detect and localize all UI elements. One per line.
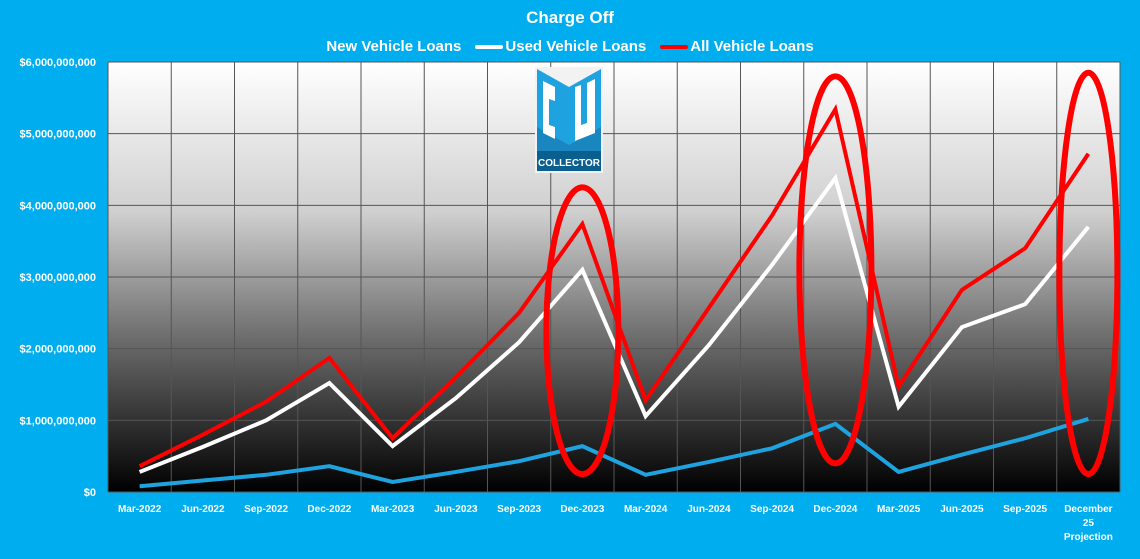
x-tick-label: Sep-2023 <box>497 504 541 515</box>
x-tick-label: Sep-2022 <box>244 504 288 515</box>
logo-text: COLLECTOR <box>538 158 601 169</box>
x-tick-label: Mar-2024 <box>624 504 668 515</box>
legend-swatch-all <box>660 44 689 49</box>
series-line-all <box>138 103 1091 468</box>
y-tick-label: $3,000,000,000 <box>20 272 96 284</box>
y-tick-label: $5,000,000,000 <box>20 129 96 141</box>
legend-label-new: New Vehicle Loans <box>326 38 462 55</box>
chart-title: Charge Off <box>526 8 614 27</box>
y-tick-label: $1,000,000,000 <box>20 415 96 427</box>
legend: New Vehicle Loans Used Vehicle Loans All… <box>0 38 1140 55</box>
y-tick-label: $4,000,000,000 <box>20 200 96 212</box>
x-tick-label: Jun-2024 <box>687 504 731 515</box>
legend-item-new: New Vehicle Loans <box>326 38 461 55</box>
x-tick-label: Dec-2024 <box>813 504 857 515</box>
cu-collector-logo: COLLECTOR <box>535 67 603 173</box>
legend-label-all: All Vehicle Loans <box>690 38 814 55</box>
series-line-new <box>139 416 1089 489</box>
x-tick-label: Jun-2025 <box>940 504 984 515</box>
legend-item-all: All Vehicle Loans <box>660 38 814 55</box>
x-tick-label: December 25 Projection <box>1064 504 1113 543</box>
x-tick-label: Jun-2023 <box>434 504 478 515</box>
y-tick-label: $2,000,000,000 <box>20 344 96 356</box>
highlight-ellipse <box>796 73 875 467</box>
legend-swatch-used <box>475 44 504 49</box>
series-line-used <box>138 173 1090 474</box>
x-tick-label: Mar-2022 <box>118 504 162 515</box>
x-tick-label: Dec-2023 <box>560 504 604 515</box>
x-tick-label: Sep-2024 <box>750 504 794 515</box>
x-tick-label: Dec-2022 <box>307 504 351 515</box>
y-tick-label: $6,000,000,000 <box>20 57 96 69</box>
x-tick-label: Sep-2025 <box>1003 504 1047 515</box>
y-tick-label: $0 <box>84 487 96 499</box>
legend-label-used: Used Vehicle Loans <box>505 38 647 55</box>
highlight-ellipse <box>1056 69 1121 478</box>
x-tick-label: Jun-2022 <box>181 504 225 515</box>
legend-item-used: Used Vehicle Loans <box>475 38 646 55</box>
x-tick-label: Mar-2023 <box>371 504 415 515</box>
highlight-ellipse <box>543 184 622 478</box>
x-tick-label: Mar-2025 <box>877 504 921 515</box>
